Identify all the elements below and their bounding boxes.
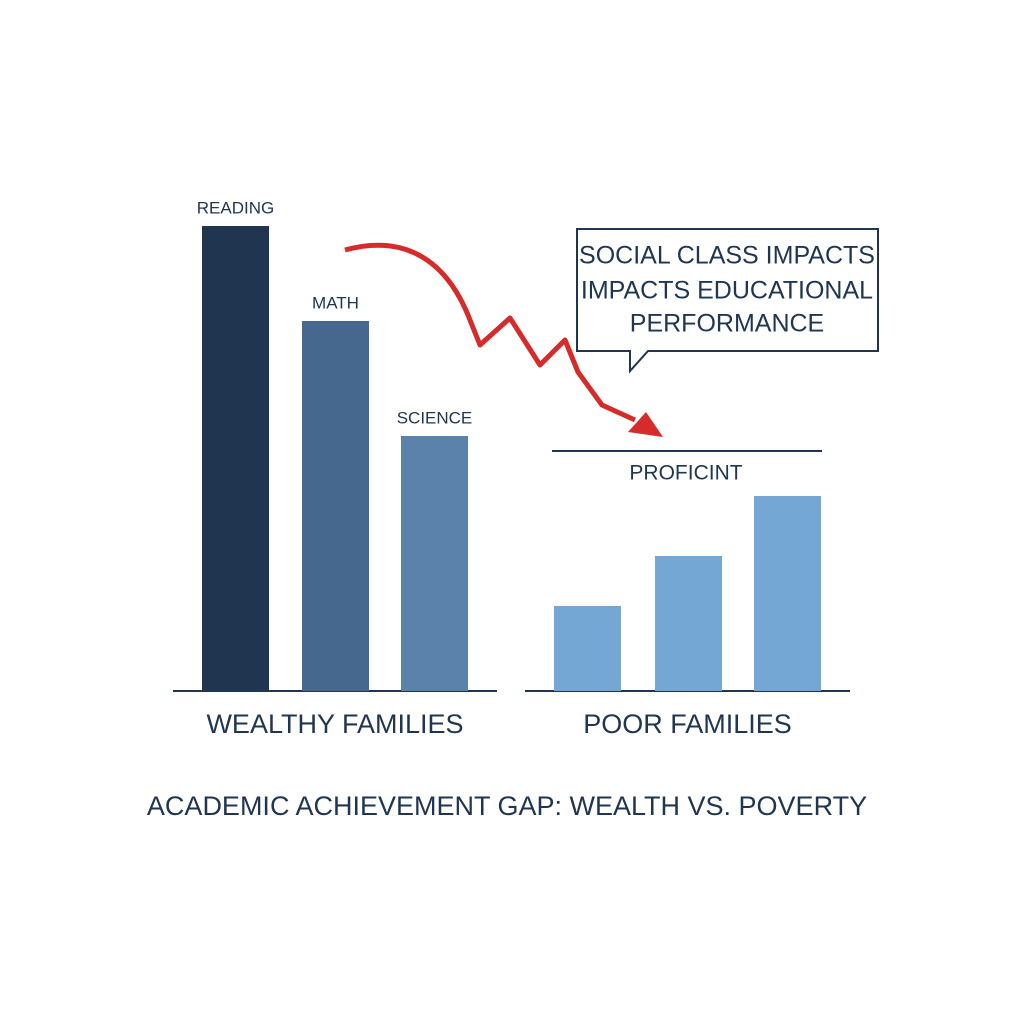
callout-text: SOCIAL CLASS IMPACTS [579,242,875,270]
bar-label: SCIENCE [397,408,473,427]
group-label: POOR FAMILIES [583,709,792,739]
group-label: WEALTHY FAMILIES [206,709,463,739]
bar [202,226,269,691]
trend-arrow [344,242,637,423]
bar [554,606,621,691]
bar [401,436,468,691]
arrow-head [628,412,663,437]
threshold-label: PROFICINT [629,462,742,485]
chart-title: ACADEMIC ACHIEVEMENT GAP: WEALTH VS. POV… [147,791,867,821]
callout-box [576,228,879,374]
bar [655,556,722,691]
callout-text: PERFORMANCE [630,310,824,338]
bar-label: READING [197,198,274,217]
bar [754,496,821,691]
bar [302,321,369,691]
callout-text: IMPACTS EDUCATIONAL [581,277,873,305]
bar-label: MATH [312,293,359,312]
